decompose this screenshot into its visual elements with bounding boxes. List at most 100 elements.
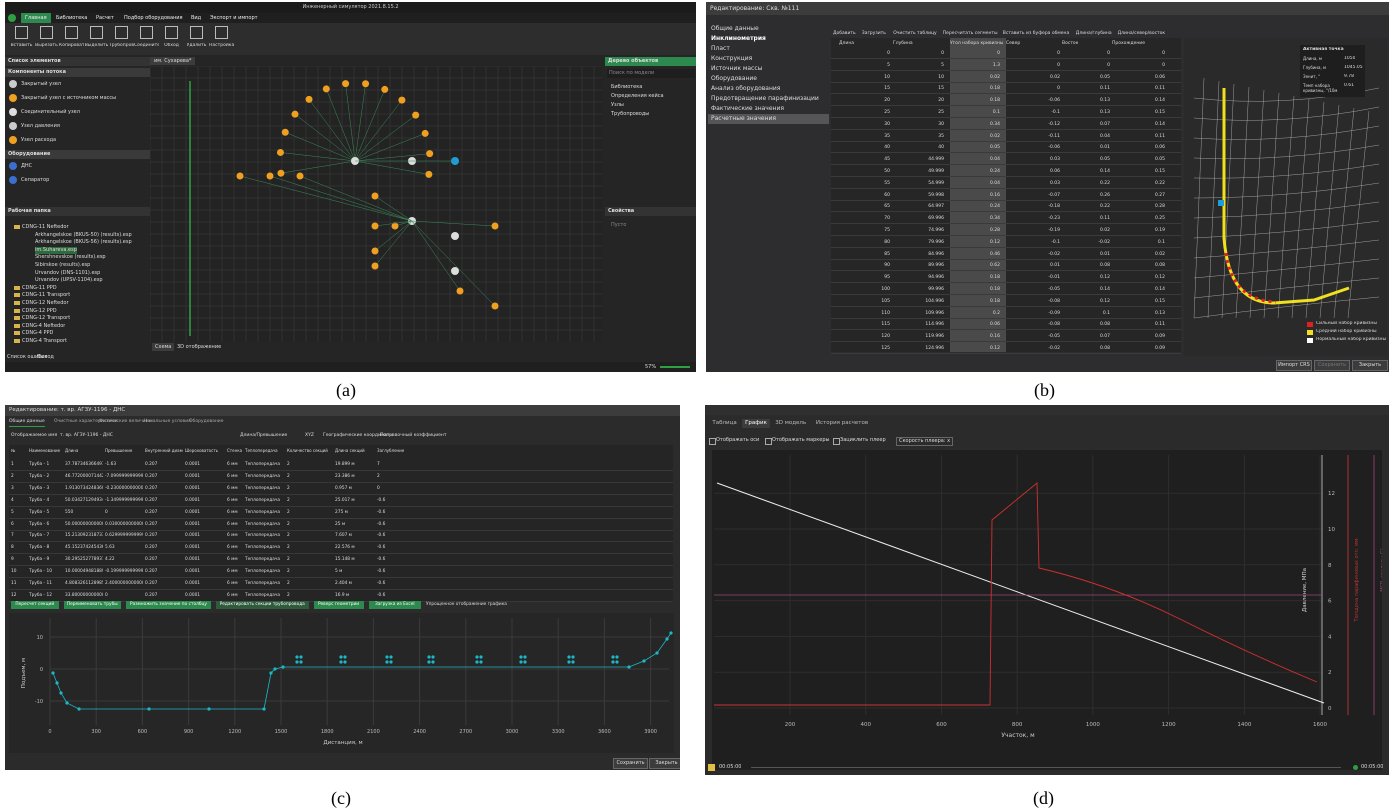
cell[interactable]: 6 мм [227, 521, 238, 527]
cell[interactable]: 0.15 [1154, 110, 1165, 115]
cell[interactable]: -1.63 [105, 462, 117, 467]
cell[interactable]: 15 [884, 86, 890, 92]
toolbar-button[interactable]: Длина/глубина [1075, 31, 1112, 36]
cell[interactable]: 0.01 [1099, 251, 1110, 257]
cell[interactable]: 37.7873463664976 [65, 462, 103, 467]
checkbox[interactable]: Зациклить плеер [840, 437, 886, 443]
cell[interactable]: 110 [881, 310, 890, 316]
cell[interactable]: 0.06 [1154, 74, 1165, 80]
cell[interactable]: 0.22 [1154, 180, 1165, 186]
cell[interactable]: -1.34999999999999 [105, 497, 143, 503]
cell[interactable]: 0.207 [145, 592, 158, 598]
cell[interactable]: 0.22 [1099, 204, 1110, 210]
cell[interactable]: 0.207 [145, 509, 158, 515]
cell[interactable]: 59.998 [928, 192, 944, 198]
cell[interactable]: 23.386 м [335, 473, 355, 479]
menu-item[interactable]: Анализ оборудования [711, 85, 781, 92]
cell[interactable]: 5 [887, 62, 890, 68]
button[interactable]: Реверс геометрии [313, 601, 364, 609]
cell[interactable]: 50.0342712949348 [65, 497, 103, 503]
cell[interactable]: 79.996 [928, 239, 944, 245]
cell[interactable]: 0.28 [989, 228, 1000, 233]
cell[interactable]: 0.03 [1049, 180, 1060, 186]
cell[interactable]: 2 [11, 473, 14, 479]
tree-item[interactable]: Библиотека [611, 84, 643, 90]
cell[interactable]: 0.15 [1154, 298, 1165, 304]
cell[interactable]: -0.6 [377, 545, 386, 551]
cell[interactable]: 46.7720000714425 [65, 473, 103, 479]
cell[interactable]: 0.18 [989, 275, 1000, 281]
cell[interactable]: 0 [887, 51, 890, 56]
cell[interactable]: 0.207 [145, 521, 158, 527]
cell[interactable]: 85 [884, 251, 890, 257]
cell[interactable]: 10 [11, 569, 17, 575]
cell[interactable]: 0 [1162, 62, 1165, 68]
cell[interactable]: 11 [11, 581, 17, 586]
cell[interactable]: 0.0001 [185, 592, 201, 598]
cell[interactable]: 22.576 м [335, 545, 355, 551]
menu-item[interactable]: Источник массы [711, 65, 763, 72]
menu-item[interactable]: Фактические значения [711, 105, 784, 112]
cell[interactable]: 124.996 [925, 346, 944, 351]
cell[interactable]: Труба - 4 [29, 497, 50, 503]
checkbox[interactable]: Отображать маркеры [772, 437, 830, 443]
tab[interactable]: Общие данные [9, 418, 45, 427]
cell[interactable]: 0.207 [145, 581, 158, 586]
cell[interactable]: 6 мм [227, 533, 238, 539]
cell[interactable]: 69.996 [928, 216, 944, 222]
cell[interactable]: 25 [938, 110, 944, 115]
cell[interactable]: 0.14 [1154, 287, 1165, 292]
param[interactable]: т. вр. АГЗУ-1196 - ДНС [60, 433, 113, 438]
cell[interactable]: 0.0001 [185, 545, 201, 551]
cell[interactable]: 0.62 [989, 263, 1000, 269]
tree-item[interactable]: Sibirskoe (results).esp [35, 262, 91, 268]
cell[interactable]: 0.12 [989, 239, 1000, 245]
cell[interactable]: 0.06 [1049, 169, 1060, 174]
cell[interactable]: 0 [1057, 86, 1060, 92]
cell[interactable]: 105 [881, 298, 890, 304]
cell[interactable]: 0.34 [989, 121, 1000, 127]
cell[interactable]: Труба - 5 [29, 509, 50, 515]
cell[interactable]: -0.1 [1051, 110, 1060, 115]
cell[interactable]: 114.996 [925, 322, 944, 328]
cell[interactable]: 0.18 [989, 98, 1000, 104]
cell[interactable]: 120 [881, 334, 890, 340]
cell[interactable]: 33.8000000000001 [65, 592, 103, 598]
element-item[interactable]: Закрытый узел с источником массы [21, 95, 117, 101]
button[interactable]: Импорт CRS [1276, 360, 1312, 371]
cell[interactable]: -0.11 [1048, 133, 1060, 139]
cell[interactable]: 20 [938, 98, 944, 104]
cell[interactable]: 115 [881, 322, 890, 328]
cell[interactable]: 2 [287, 533, 290, 539]
cell[interactable]: -0.1 [1051, 239, 1060, 245]
cell[interactable]: 12 [11, 592, 17, 598]
cell[interactable]: -0.6 [377, 592, 386, 598]
cell[interactable]: 0.12 [1099, 275, 1110, 281]
tree-item[interactable]: Urvandov (DNS-1101).esp [35, 269, 101, 276]
cell[interactable]: 0 [941, 51, 944, 56]
cell[interactable]: 0.02 [989, 133, 1000, 139]
cell[interactable]: 25.017 м [335, 497, 355, 503]
cell[interactable]: 0.15 [1154, 169, 1165, 174]
menu-item[interactable]: Предотвращение парафинизации [711, 95, 819, 102]
cell[interactable]: 0.1 [992, 110, 1000, 115]
cell[interactable]: -0.23 [1048, 216, 1060, 222]
speed[interactable]: Скорость плеера: x [896, 437, 954, 446]
cell[interactable]: -0.02 [1048, 346, 1060, 351]
cell[interactable]: 30 [938, 121, 944, 127]
cell[interactable]: 2.40000000000001 [105, 581, 143, 586]
cell[interactable]: 0.14 [1099, 287, 1110, 292]
cell[interactable]: Теплопередача [245, 581, 281, 586]
cell[interactable]: 0.13 [1099, 98, 1110, 104]
param[interactable]: Географические координаты [323, 433, 393, 438]
cell[interactable]: 1 [11, 462, 14, 467]
cell[interactable]: -0.07 [1048, 192, 1060, 198]
cell[interactable]: 0.02 [1099, 228, 1110, 233]
cell[interactable]: 0.05 [1099, 74, 1110, 80]
cell[interactable]: 4.22 [105, 557, 115, 563]
button[interactable]: Редактировать секции трубопровода [216, 601, 309, 609]
checkbox[interactable]: Упрощенное отображение графика [426, 602, 507, 607]
element-item[interactable]: Узел давления [21, 123, 60, 129]
button[interactable]: Сохранить [613, 758, 648, 769]
cell[interactable]: -0.6 [377, 509, 386, 515]
